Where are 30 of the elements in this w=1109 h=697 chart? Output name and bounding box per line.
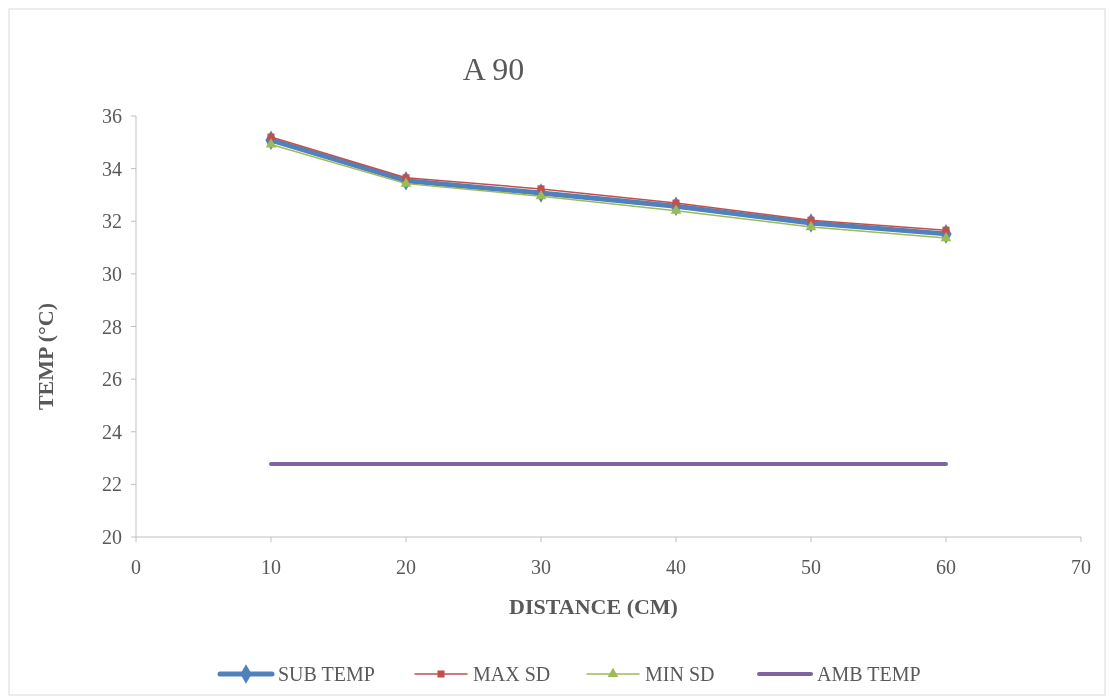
legend-label: AMB TEMP [817,663,921,685]
chart-title: A 90 [462,51,525,87]
legend-label: SUB TEMP [278,663,375,685]
x-tick-label: 0 [131,556,141,578]
y-axis-title: TEMP (°C) [33,302,58,411]
point [670,204,682,214]
x-tick-label: 70 [1071,556,1091,578]
x-tick-label: 60 [936,556,956,578]
point [265,138,277,148]
y-tick-label: 20 [102,526,122,548]
y-tick-label: 28 [102,315,122,338]
x-tick-label: 30 [531,556,551,578]
point [400,177,412,187]
point [940,231,952,242]
y-tick-label: 30 [102,262,122,285]
x-tick-label: 20 [396,556,416,578]
y-tick-label: 36 [102,105,122,127]
y-tick-label: 24 [102,420,122,443]
x-tick-label: 50 [801,556,821,578]
x-tick-label: 40 [666,556,686,578]
legend-label: MAX SD [473,663,551,685]
x-tick-label: 10 [261,556,281,578]
point [535,190,547,200]
point [805,220,817,231]
legend-label: MIN SD [645,663,715,685]
y-tick-label: 34 [102,157,122,180]
y-tick-label: 26 [102,368,122,391]
y-tick-label: 32 [102,210,122,233]
y-tick-label: 22 [102,473,122,496]
x-axis-title: DISTANCE (CM) [509,594,678,619]
